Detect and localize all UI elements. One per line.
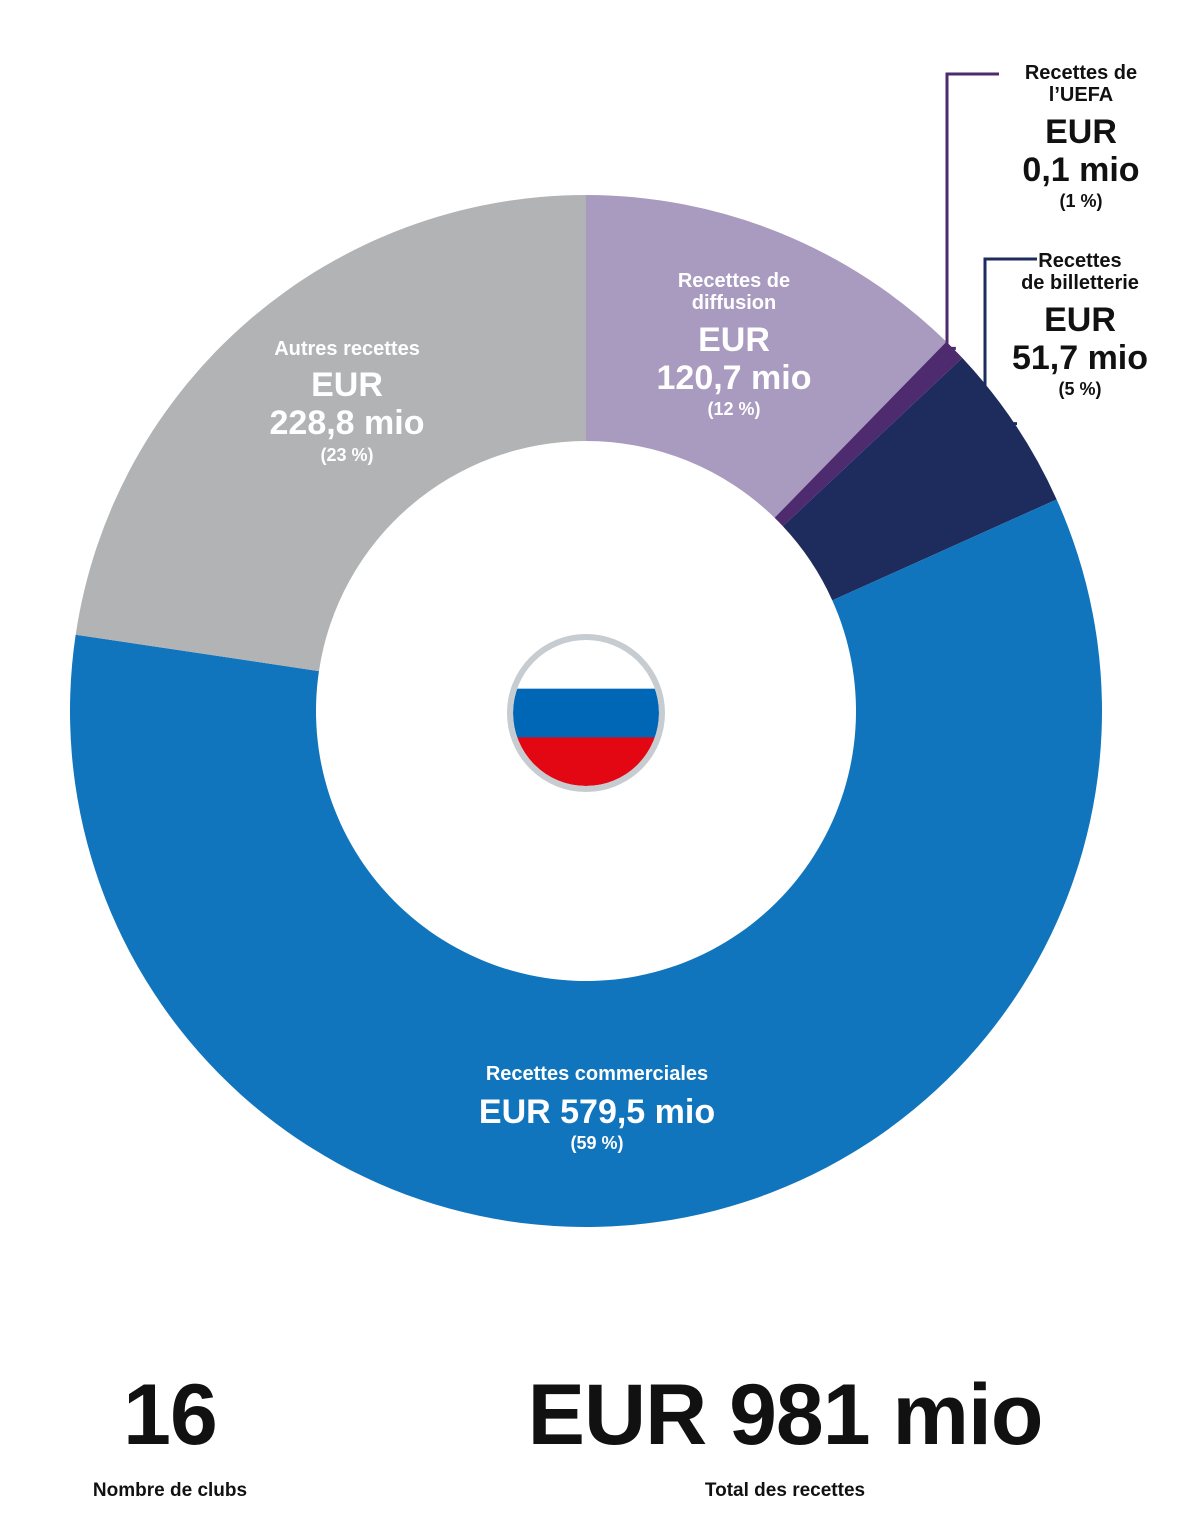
label-commerciales: Recettes commerciales EUR 579,5 mio (59 … [397,1063,797,1154]
label-uefa-name-2: l’UEFA [1048,84,1114,107]
label-diffusion-name-1: Recettes de [677,270,791,292]
label-diffusion: Recettes de diffusion EUR 120,7 mio (12 … [624,270,844,419]
flag-ring [507,634,665,792]
stat-clubs-value: 16 [123,1367,218,1463]
label-commerciales-percent: (59 %) [570,1133,624,1154]
label-billetterie-percent: (5 %) [1058,378,1102,399]
slice-billetterie [782,357,1057,601]
slice-commerciales [69,499,1102,1227]
flag-stripe-2 [513,688,659,738]
label-diffusion-percent: (12 %) [707,398,761,419]
leader-line-billetterie [983,257,1037,426]
label-uefa-percent: (1 %) [1059,190,1103,211]
label-uefa-amount-1: EUR [1045,112,1117,151]
label-billetterie-name-2: de billetterie [1021,272,1139,295]
label-uefa-name-1: Recettes de [1024,62,1138,84]
slice-uefa [774,341,963,527]
flag-stripe-1 [513,640,659,690]
russia-flag [513,640,659,786]
slice-diffusion [586,195,947,518]
label-uefa: Recettes de l’UEFA EUR 0,1 mio (1 %) [1000,62,1162,211]
label-billetterie: Recettes de billetterie EUR 51,7 mio (5 … [992,250,1168,399]
flag-stripe-3 [513,737,659,786]
label-diffusion-amount-1: EUR [698,320,770,359]
stat-total-label: Total des recettes [704,1480,866,1501]
label-diffusion-name-2: diffusion [691,292,777,315]
slice-autres [75,195,587,672]
stat-clubs-label: Nombre de clubs [92,1480,248,1501]
leader-line-uefa [945,72,999,350]
label-autres-amount-2: 228,8 mio [269,404,425,443]
stat-clubs: 16 Nombre de clubs [60,1372,280,1502]
label-autres: Autres recettes EUR 228,8 mio (23 %) [217,338,477,465]
label-autres-name: Autres recettes [274,338,420,360]
label-diffusion-amount-2: 120,7 mio [656,358,812,397]
label-commerciales-amount: EUR 579,5 mio [478,1093,716,1132]
label-uefa-amount-2: 0,1 mio [1022,150,1140,189]
label-billetterie-amount-1: EUR [1044,300,1116,339]
stat-total-value: EUR 981 mio [527,1367,1044,1463]
label-billetterie-name-1: Recettes [1038,250,1122,272]
label-commerciales-name: Recettes commerciales [485,1063,709,1085]
label-autres-percent: (23 %) [320,444,374,465]
label-billetterie-amount-2: 51,7 mio [1011,338,1149,377]
stat-total: EUR 981 mio Total des recettes [440,1372,1130,1502]
label-autres-amount-1: EUR [311,366,383,405]
